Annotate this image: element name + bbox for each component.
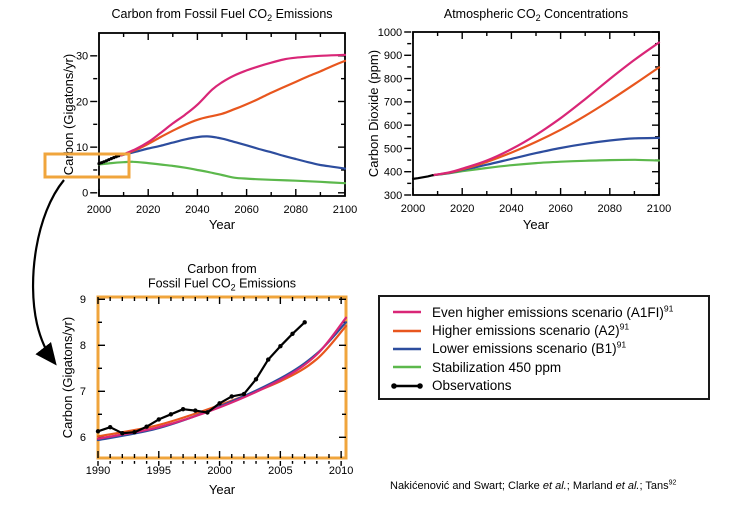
citation: Nakićenović and Swart; Clarke et al.; Ma… <box>390 479 677 492</box>
emissions-zoom-series-a1fi <box>96 316 348 440</box>
concentrations-ylabel: Carbon Dioxide (ppm) <box>366 50 381 177</box>
emissions-title: Carbon from Fossil Fuel CO2 Emissions <box>111 7 332 23</box>
emissions-chart: 2000 2020 2040 2060 2080 2100 0 10 20 30 Carbon fr… <box>61 7 357 232</box>
legend-label: Lower emissions scenario (B1)91 <box>432 339 627 357</box>
emissions-tick-labels: 2000 2020 2040 2060 2080 2100 0 10 20 30 <box>76 51 357 216</box>
svg-text:2060: 2060 <box>234 204 258 216</box>
svg-text:2000: 2000 <box>87 204 111 216</box>
svg-text:2000: 2000 <box>207 465 231 477</box>
emissions-zoom-chart: 1990 1995 2000 2005 2010 6 7 8 9 Carbon fromFossi… <box>60 262 353 497</box>
concentrations-title: Atmospheric CO2 Concentrations <box>444 7 628 23</box>
legend-label: Higher emissions scenario (A2)91 <box>432 321 630 339</box>
legend-swatch-b1-icon <box>393 347 421 351</box>
emissions-zoom-title: Fossil Fuel CO2 Emissions <box>148 277 296 293</box>
zoom-highlight-box <box>43 152 131 179</box>
svg-text:2100: 2100 <box>647 203 671 215</box>
emissions-zoom-series-observations <box>96 321 306 435</box>
svg-text:2080: 2080 <box>284 204 308 216</box>
emissions-zoom-series-a2 <box>96 324 348 438</box>
svg-text:30: 30 <box>76 51 88 63</box>
concentrations-series-observations <box>411 174 434 180</box>
svg-text:2000: 2000 <box>401 203 425 215</box>
concentrations-series-a1fi <box>431 41 661 177</box>
svg-text:2020: 2020 <box>136 204 160 216</box>
legend-item: Stabilization 450 ppm <box>380 358 708 376</box>
zoom-arrow <box>32 179 65 366</box>
emissions-zoom-xlabel: Year <box>209 482 236 497</box>
svg-text:400: 400 <box>384 167 402 179</box>
emissions-zoom-ticks <box>97 297 346 466</box>
legend-label: Stabilization 450 ppm <box>432 359 562 375</box>
svg-text:7: 7 <box>80 386 86 398</box>
legend-swatch-observations-icon <box>391 382 423 389</box>
svg-text:2080: 2080 <box>598 203 622 215</box>
emissions-zoom-title: Carbon from <box>187 262 256 276</box>
svg-text:900: 900 <box>384 50 402 62</box>
svg-text:8: 8 <box>80 340 86 352</box>
svg-text:2040: 2040 <box>499 203 523 215</box>
legend-label: Even higher emissions scenario (A1FI)91 <box>432 303 674 320</box>
svg-text:600: 600 <box>384 120 402 132</box>
svg-text:9: 9 <box>80 294 86 306</box>
svg-text:500: 500 <box>384 143 402 155</box>
svg-text:700: 700 <box>384 97 402 109</box>
svg-text:800: 800 <box>384 73 402 85</box>
concentrations-xlabel: Year <box>523 217 550 232</box>
svg-text:2060: 2060 <box>548 203 572 215</box>
concentrations-chart: 2000 2020 2040 2060 2080 2100 300 400 500 600 700 8… <box>366 7 671 232</box>
emissions-zoom-ylabel: Carbon (Gigatons/yr) <box>60 317 75 438</box>
emissions-series-a1fi <box>120 53 347 157</box>
emissions-series-a2 <box>120 59 347 157</box>
legend-label: Observations <box>432 378 512 394</box>
svg-text:20: 20 <box>76 96 88 108</box>
svg-text:2040: 2040 <box>185 204 209 216</box>
emissions-zoom-tick-labels: 1990 1995 2000 2005 2010 6 7 8 9 <box>80 294 354 477</box>
legend-swatch-stab450-icon <box>393 366 421 369</box>
svg-text:2010: 2010 <box>329 465 353 477</box>
legend-swatch-a1fi-icon <box>393 310 421 314</box>
emissions-zoom-plot-frame <box>96 295 348 460</box>
concentrations-tick-labels: 2000 2020 2040 2060 2080 2100 300 400 500 600 700 8… <box>378 27 672 215</box>
legend: Even higher emissions scenario (A1FI)91 H… <box>378 295 710 400</box>
svg-text:0: 0 <box>82 188 88 200</box>
svg-text:2005: 2005 <box>268 465 292 477</box>
legend-swatch-a2-icon <box>393 329 421 332</box>
concentrations-ticks <box>404 31 660 196</box>
legend-item: Observations <box>380 377 708 395</box>
emissions-markers-observations <box>97 154 121 166</box>
legend-item: Lower emissions scenario (B1)91 <box>380 340 708 358</box>
svg-text:1990: 1990 <box>86 465 110 477</box>
legend-item: Even higher emissions scenario (A1FI)91 <box>380 303 708 321</box>
svg-text:10: 10 <box>76 142 88 154</box>
emissions-ylabel: Carbon (Gigatons/yr) <box>61 54 76 175</box>
svg-text:2100: 2100 <box>333 204 357 216</box>
concentrations-series-b1 <box>431 136 661 177</box>
svg-text:1995: 1995 <box>147 465 171 477</box>
concentrations-plot-frame <box>412 31 660 196</box>
legend-item: Higher emissions scenario (A2)91 <box>380 321 708 339</box>
emissions-series-stab450 <box>97 160 347 185</box>
svg-text:300: 300 <box>384 190 402 202</box>
emissions-series-b1 <box>120 135 347 170</box>
svg-text:2020: 2020 <box>450 203 474 215</box>
svg-text:1000: 1000 <box>378 27 402 39</box>
emissions-xlabel: Year <box>209 217 236 232</box>
svg-text:6: 6 <box>80 432 86 444</box>
emissions-zoom-series-b1 <box>96 321 348 442</box>
emissions-zoom-markers-observations <box>95 320 307 436</box>
